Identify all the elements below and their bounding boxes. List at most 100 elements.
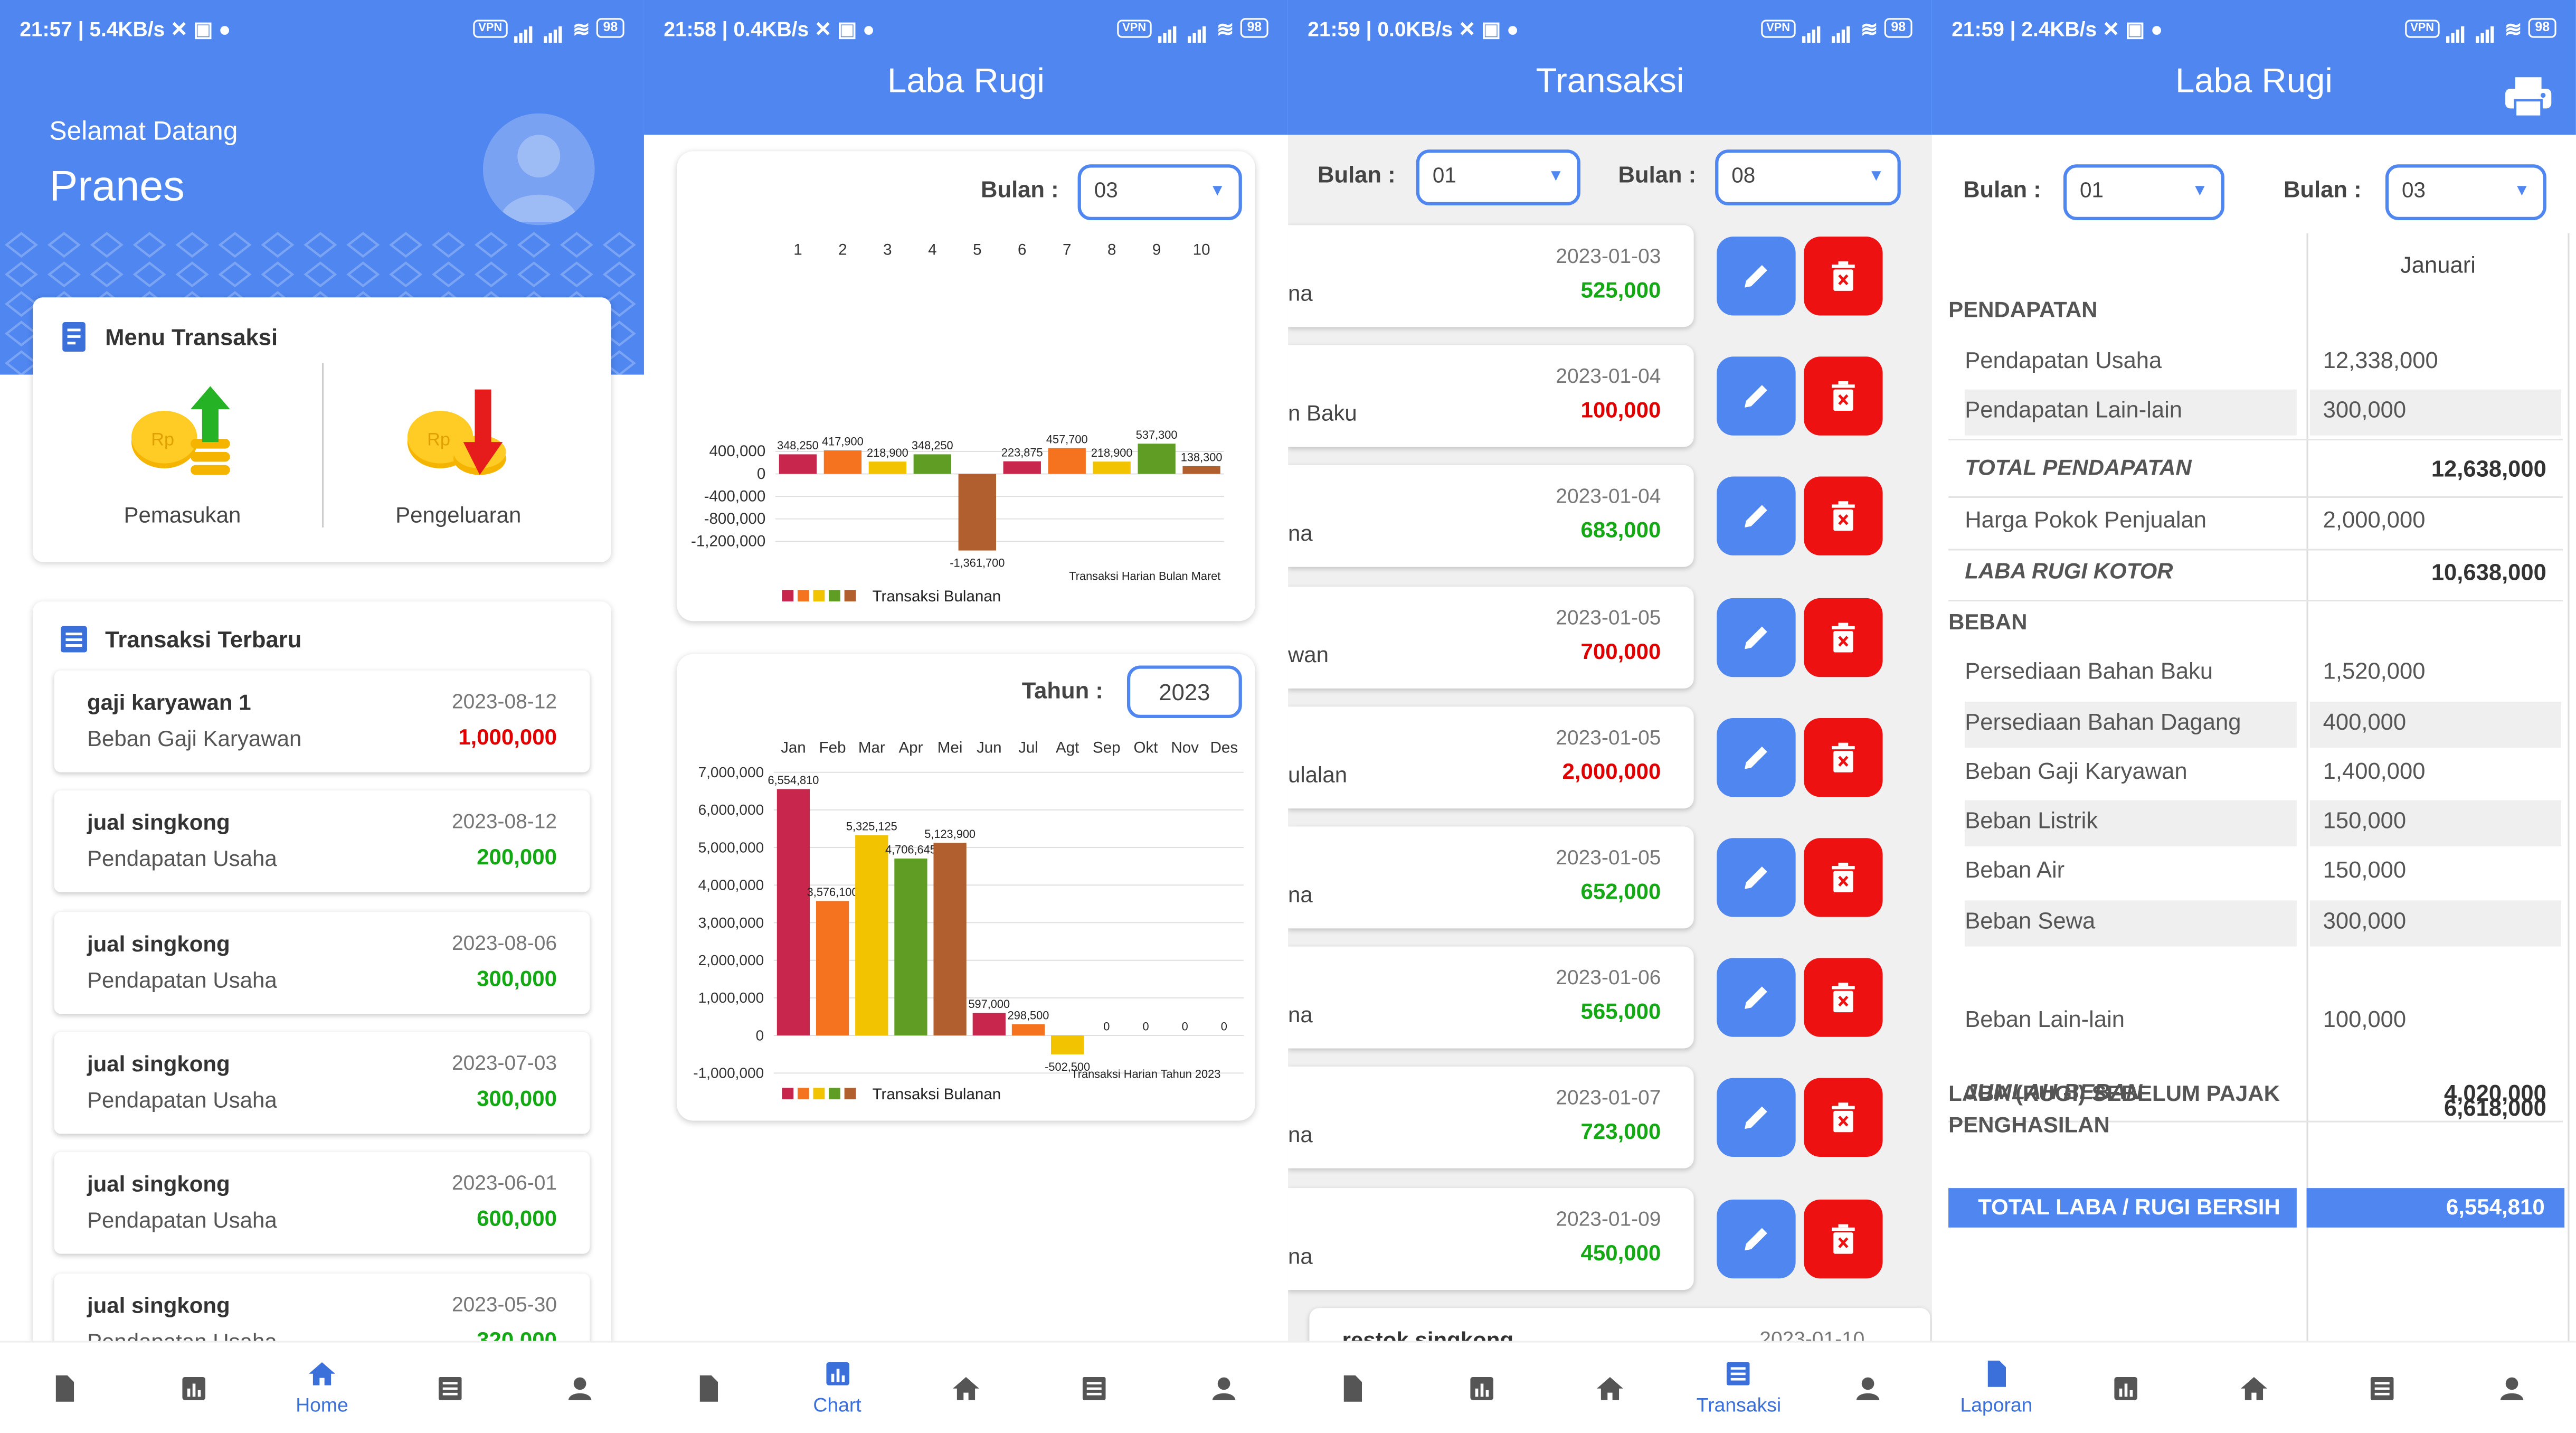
recent-transaction-item[interactable]: jual singkong Pendapatan Usaha 2023-08-06 3…: [54, 911, 590, 1013]
transaction-card[interactable]: ulalan 2023-01-05 2,000,000: [1288, 706, 1694, 808]
edit-button[interactable]: [1717, 357, 1795, 436]
pemasukan-label: Pemasukan: [59, 503, 306, 527]
transaction-card[interactable]: na 2023-01-04 683,000: [1288, 466, 1694, 568]
delete-button[interactable]: [1804, 1079, 1882, 1157]
transaction-card[interactable]: na 2023-01-07 723,000: [1288, 1067, 1694, 1169]
legend-label: Transaksi Bulanan: [873, 588, 1001, 605]
nav-chart[interactable]: Chart: [773, 1343, 902, 1433]
nav-transaksi[interactable]: [1030, 1343, 1159, 1433]
edit-button[interactable]: [1717, 1079, 1795, 1157]
status-bar: 21:58 | 0.4KB/s ✕ ▣ ● VPN ≋ 98: [644, 0, 1288, 56]
delete-button[interactable]: [1804, 1199, 1882, 1278]
delete-button[interactable]: [1804, 357, 1882, 436]
transaction-card[interactable]: wan 2023-01-05 700,000: [1288, 586, 1694, 688]
nav-home[interactable]: Home: [258, 1343, 386, 1433]
tx-amount: 723,000: [1581, 1120, 1661, 1145]
nav-laporan[interactable]: [644, 1343, 773, 1433]
tx-name: jual singkong: [87, 1172, 230, 1197]
tx-date: 2023-08-12: [452, 690, 557, 713]
print-icon[interactable]: [2504, 76, 2553, 118]
nav-home[interactable]: [1546, 1343, 1674, 1433]
tx-date: 2023-01-03: [1556, 245, 1661, 268]
nav-laporan[interactable]: [0, 1343, 129, 1433]
delete-button[interactable]: [1804, 477, 1882, 556]
document-icon: [50, 1373, 79, 1402]
nav-home[interactable]: [2190, 1343, 2318, 1433]
transaction-card[interactable]: na 2023-01-09 450,000: [1288, 1187, 1694, 1289]
nav-profil[interactable]: [1159, 1343, 1288, 1433]
tx-date: 2023-01-06: [1556, 967, 1661, 990]
edit-button[interactable]: [1717, 958, 1795, 1037]
data-label: 3,576,100: [807, 885, 858, 899]
x-category-label: Sep: [1093, 739, 1121, 756]
edit-button[interactable]: [1717, 477, 1795, 556]
edit-button[interactable]: [1717, 1199, 1795, 1278]
edit-button[interactable]: [1717, 838, 1795, 917]
report-row-value: 2,000,000: [2323, 506, 2426, 533]
recent-transaction-item[interactable]: jual singkong Pendapatan Usaha 2023-06-01 6…: [54, 1152, 590, 1254]
yearly-chart-card: Tahun : 2023 7,000,000 6,000,000 5,000,000…: [677, 654, 1255, 1121]
delete-button[interactable]: [1804, 718, 1882, 796]
trash-icon: [1829, 741, 1858, 774]
data-label: 0: [1182, 1020, 1188, 1033]
delete-button[interactable]: [1804, 958, 1882, 1037]
nav-chart[interactable]: [129, 1343, 258, 1433]
pemasukan-button[interactable]: Rp Pemasukan: [59, 383, 306, 527]
delete-button[interactable]: [1804, 237, 1882, 315]
nav-laporan[interactable]: [1288, 1343, 1417, 1433]
transaction-card[interactable]: n Baku 2023-01-04 100,000: [1288, 345, 1694, 447]
transaction-card[interactable]: na 2023-01-05 652,000: [1288, 826, 1694, 928]
tx-amount: 2,000,000: [1562, 759, 1661, 784]
edit-button[interactable]: [1717, 598, 1795, 676]
delete-button[interactable]: [1804, 598, 1882, 676]
report-row-label: Pendapatan Usaha: [1965, 347, 2162, 373]
transaction-card[interactable]: na 2023-01-06 565,000: [1288, 947, 1694, 1049]
filter-from-select[interactable]: 01 ▼: [1416, 149, 1580, 205]
report-row-label: Beban Sewa: [1965, 907, 2095, 934]
nav-transaksi[interactable]: Transaksi: [1674, 1343, 1803, 1433]
x-category-label: Jun: [977, 739, 1002, 756]
nav-profil[interactable]: [2447, 1343, 2576, 1433]
person-icon: [1209, 1373, 1238, 1402]
trash-icon: [1829, 1101, 1858, 1134]
nav-profil[interactable]: [515, 1343, 644, 1433]
nav-home[interactable]: [902, 1343, 1030, 1433]
bottom-nav: Chart: [644, 1341, 1288, 1433]
pengeluaran-button[interactable]: Rp Pengeluaran: [335, 383, 582, 527]
recent-transaction-item[interactable]: jual singkong Pendapatan Usaha 2023-08-12 2…: [54, 791, 590, 893]
report-row-value: 150,000: [2323, 856, 2407, 882]
home-icon: [307, 1359, 337, 1389]
filter-to-select[interactable]: 08 ▼: [1715, 149, 1901, 205]
data-label: 457,700: [1046, 432, 1088, 446]
tx-date: 2023-06-01: [452, 1172, 557, 1195]
chart-bar: [1182, 466, 1220, 474]
chart-bar: [1051, 1035, 1084, 1054]
recent-transaction-item[interactable]: gaji karyawan 1 Beban Gaji Karyawan 2023-0…: [54, 671, 590, 772]
nav-chart[interactable]: [2061, 1343, 2190, 1433]
x-category-label: Nov: [1171, 739, 1199, 756]
menu-divider: [322, 363, 324, 527]
list-icon: [436, 1373, 466, 1402]
edit-button[interactable]: [1717, 237, 1795, 315]
delete-button[interactable]: [1804, 838, 1882, 917]
data-label: 0: [1142, 1020, 1149, 1033]
avatar[interactable]: [483, 114, 595, 225]
nav-transaksi[interactable]: [386, 1343, 515, 1433]
tx-category: Pendapatan Usaha: [87, 1088, 277, 1113]
recent-transaction-item[interactable]: jual singkong Pendapatan Usaha 2023-07-03 3…: [54, 1032, 590, 1134]
recent-transactions-card: Transaksi Terbaru gaji karyawan 1 Beban G…: [33, 601, 611, 1374]
nav-profil[interactable]: [1803, 1343, 1932, 1433]
report-row-value: 12,638,000: [2431, 455, 2546, 482]
transaction-card[interactable]: na 2023-01-03 525,000: [1288, 225, 1694, 327]
nav-chart[interactable]: [1417, 1343, 1546, 1433]
nav-transaksi[interactable]: [2318, 1343, 2447, 1433]
tx-amount: 200,000: [477, 845, 557, 870]
data-label: 348,250: [912, 439, 953, 452]
filter-to-select[interactable]: 03 ▼: [2385, 164, 2546, 220]
legend-swatch: [829, 590, 840, 601]
edit-button[interactable]: [1717, 718, 1795, 796]
filter-from-select[interactable]: 01 ▼: [2063, 164, 2224, 220]
data-label: 218,900: [1091, 446, 1133, 459]
nav-laporan[interactable]: Laporan: [1932, 1343, 2061, 1433]
home-screen: 21:57 | 5.4KB/s ✕ ▣ ● VPN ≋ 98 Selamat Dat…: [0, 0, 644, 1433]
